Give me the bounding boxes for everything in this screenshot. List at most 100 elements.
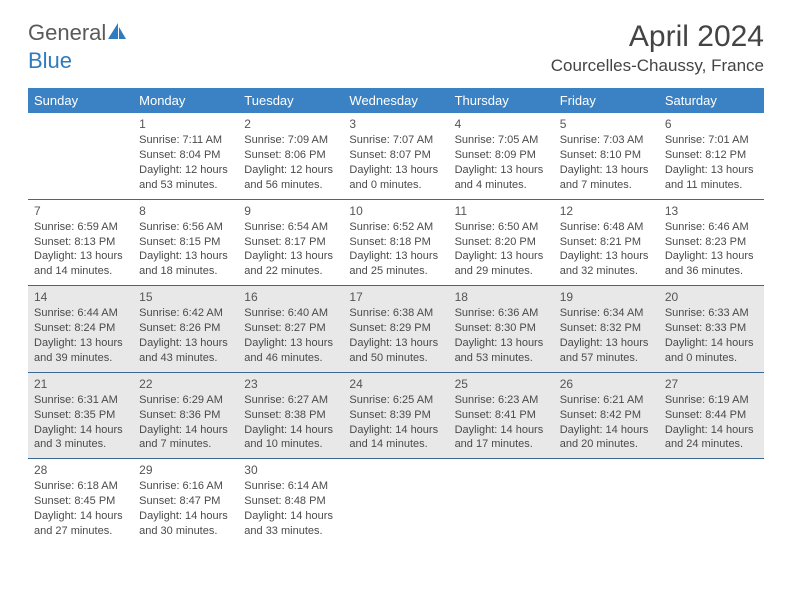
calendar-cell: 24Sunrise: 6:25 AMSunset: 8:39 PMDayligh…: [343, 373, 448, 459]
cell-daylight2: and 10 minutes.: [244, 437, 337, 452]
cell-sunrise: Sunrise: 6:16 AM: [139, 479, 232, 494]
day-header-friday: Friday: [554, 88, 659, 113]
cell-sunrise: Sunrise: 6:21 AM: [560, 393, 653, 408]
calendar-cell: 26Sunrise: 6:21 AMSunset: 8:42 PMDayligh…: [554, 373, 659, 459]
calendar-cell: 21Sunrise: 6:31 AMSunset: 8:35 PMDayligh…: [28, 373, 133, 459]
day-number: 6: [665, 116, 758, 132]
cell-daylight1: Daylight: 13 hours: [244, 336, 337, 351]
cell-daylight2: and 53 minutes.: [455, 351, 548, 366]
calendar-cell: 20Sunrise: 6:33 AMSunset: 8:33 PMDayligh…: [659, 286, 764, 372]
day-header-saturday: Saturday: [659, 88, 764, 113]
cell-daylight1: Daylight: 14 hours: [244, 509, 337, 524]
cell-daylight2: and 27 minutes.: [34, 524, 127, 539]
day-number: 29: [139, 462, 232, 478]
calendar-cell: [449, 459, 554, 545]
cell-daylight1: Daylight: 13 hours: [665, 249, 758, 264]
header: General April 2024 Courcelles-Chaussy, F…: [28, 20, 764, 76]
calendar-cell: 6Sunrise: 7:01 AMSunset: 8:12 PMDaylight…: [659, 113, 764, 199]
calendar-cell: [554, 459, 659, 545]
cell-sunset: Sunset: 8:48 PM: [244, 494, 337, 509]
cell-daylight2: and 30 minutes.: [139, 524, 232, 539]
cell-sunset: Sunset: 8:04 PM: [139, 148, 232, 163]
cell-sunrise: Sunrise: 6:42 AM: [139, 306, 232, 321]
calendar-cell: 14Sunrise: 6:44 AMSunset: 8:24 PMDayligh…: [28, 286, 133, 372]
calendar-cell: 15Sunrise: 6:42 AMSunset: 8:26 PMDayligh…: [133, 286, 238, 372]
cell-sunset: Sunset: 8:47 PM: [139, 494, 232, 509]
cell-daylight1: Daylight: 14 hours: [244, 423, 337, 438]
cell-daylight2: and 22 minutes.: [244, 264, 337, 279]
cell-sunrise: Sunrise: 6:56 AM: [139, 220, 232, 235]
day-number: 20: [665, 289, 758, 305]
day-header-wednesday: Wednesday: [343, 88, 448, 113]
cell-daylight1: Daylight: 13 hours: [34, 336, 127, 351]
cell-daylight1: Daylight: 14 hours: [455, 423, 548, 438]
cell-daylight1: Daylight: 13 hours: [34, 249, 127, 264]
week-row: 1Sunrise: 7:11 AMSunset: 8:04 PMDaylight…: [28, 113, 764, 199]
day-number: 12: [560, 203, 653, 219]
cell-sunrise: Sunrise: 6:38 AM: [349, 306, 442, 321]
day-number: 24: [349, 376, 442, 392]
cell-daylight1: Daylight: 14 hours: [349, 423, 442, 438]
cell-daylight1: Daylight: 13 hours: [349, 336, 442, 351]
day-number: 9: [244, 203, 337, 219]
cell-daylight1: Daylight: 13 hours: [455, 163, 548, 178]
day-number: 28: [34, 462, 127, 478]
cell-sunrise: Sunrise: 6:50 AM: [455, 220, 548, 235]
day-number: 16: [244, 289, 337, 305]
day-number: 23: [244, 376, 337, 392]
cell-sunset: Sunset: 8:12 PM: [665, 148, 758, 163]
cell-sunrise: Sunrise: 6:33 AM: [665, 306, 758, 321]
cell-daylight2: and 36 minutes.: [665, 264, 758, 279]
calendar-cell: 29Sunrise: 6:16 AMSunset: 8:47 PMDayligh…: [133, 459, 238, 545]
cell-daylight1: Daylight: 13 hours: [349, 163, 442, 178]
cell-sunset: Sunset: 8:17 PM: [244, 235, 337, 250]
cell-sunrise: Sunrise: 7:11 AM: [139, 133, 232, 148]
logo-text-blue: Blue: [28, 48, 72, 73]
cell-daylight2: and 7 minutes.: [560, 178, 653, 193]
day-number: 14: [34, 289, 127, 305]
cell-daylight1: Daylight: 13 hours: [139, 249, 232, 264]
cell-daylight2: and 50 minutes.: [349, 351, 442, 366]
calendar-cell: 16Sunrise: 6:40 AMSunset: 8:27 PMDayligh…: [238, 286, 343, 372]
calendar-cell: 9Sunrise: 6:54 AMSunset: 8:17 PMDaylight…: [238, 200, 343, 286]
calendar-cell: 7Sunrise: 6:59 AMSunset: 8:13 PMDaylight…: [28, 200, 133, 286]
cell-sunset: Sunset: 8:21 PM: [560, 235, 653, 250]
cell-daylight2: and 11 minutes.: [665, 178, 758, 193]
cell-daylight1: Daylight: 13 hours: [349, 249, 442, 264]
day-number: 5: [560, 116, 653, 132]
day-number: 10: [349, 203, 442, 219]
cell-sunrise: Sunrise: 7:01 AM: [665, 133, 758, 148]
cell-daylight1: Daylight: 14 hours: [560, 423, 653, 438]
cell-daylight2: and 18 minutes.: [139, 264, 232, 279]
calendar-cell: 5Sunrise: 7:03 AMSunset: 8:10 PMDaylight…: [554, 113, 659, 199]
cell-sunrise: Sunrise: 6:29 AM: [139, 393, 232, 408]
cell-sunrise: Sunrise: 6:25 AM: [349, 393, 442, 408]
day-number: 18: [455, 289, 548, 305]
logo-text-general: General: [28, 20, 106, 46]
calendar-cell: 18Sunrise: 6:36 AMSunset: 8:30 PMDayligh…: [449, 286, 554, 372]
day-number: 4: [455, 116, 548, 132]
calendar-cell: 25Sunrise: 6:23 AMSunset: 8:41 PMDayligh…: [449, 373, 554, 459]
calendar-cell: 3Sunrise: 7:07 AMSunset: 8:07 PMDaylight…: [343, 113, 448, 199]
day-number: 26: [560, 376, 653, 392]
cell-daylight2: and 25 minutes.: [349, 264, 442, 279]
cell-daylight1: Daylight: 14 hours: [665, 423, 758, 438]
cell-daylight2: and 17 minutes.: [455, 437, 548, 452]
cell-daylight1: Daylight: 13 hours: [455, 336, 548, 351]
calendar-cell: 2Sunrise: 7:09 AMSunset: 8:06 PMDaylight…: [238, 113, 343, 199]
cell-sunrise: Sunrise: 6:40 AM: [244, 306, 337, 321]
calendar-cell: 1Sunrise: 7:11 AMSunset: 8:04 PMDaylight…: [133, 113, 238, 199]
cell-daylight1: Daylight: 13 hours: [560, 163, 653, 178]
cell-sunrise: Sunrise: 6:27 AM: [244, 393, 337, 408]
day-number: 11: [455, 203, 548, 219]
cell-daylight2: and 14 minutes.: [349, 437, 442, 452]
day-headers-row: Sunday Monday Tuesday Wednesday Thursday…: [28, 88, 764, 113]
cell-sunrise: Sunrise: 6:46 AM: [665, 220, 758, 235]
day-number: 13: [665, 203, 758, 219]
cell-sunset: Sunset: 8:45 PM: [34, 494, 127, 509]
title-block: April 2024 Courcelles-Chaussy, France: [551, 20, 764, 76]
cell-sunset: Sunset: 8:29 PM: [349, 321, 442, 336]
location: Courcelles-Chaussy, France: [551, 56, 764, 76]
day-number: 15: [139, 289, 232, 305]
cell-sunset: Sunset: 8:20 PM: [455, 235, 548, 250]
